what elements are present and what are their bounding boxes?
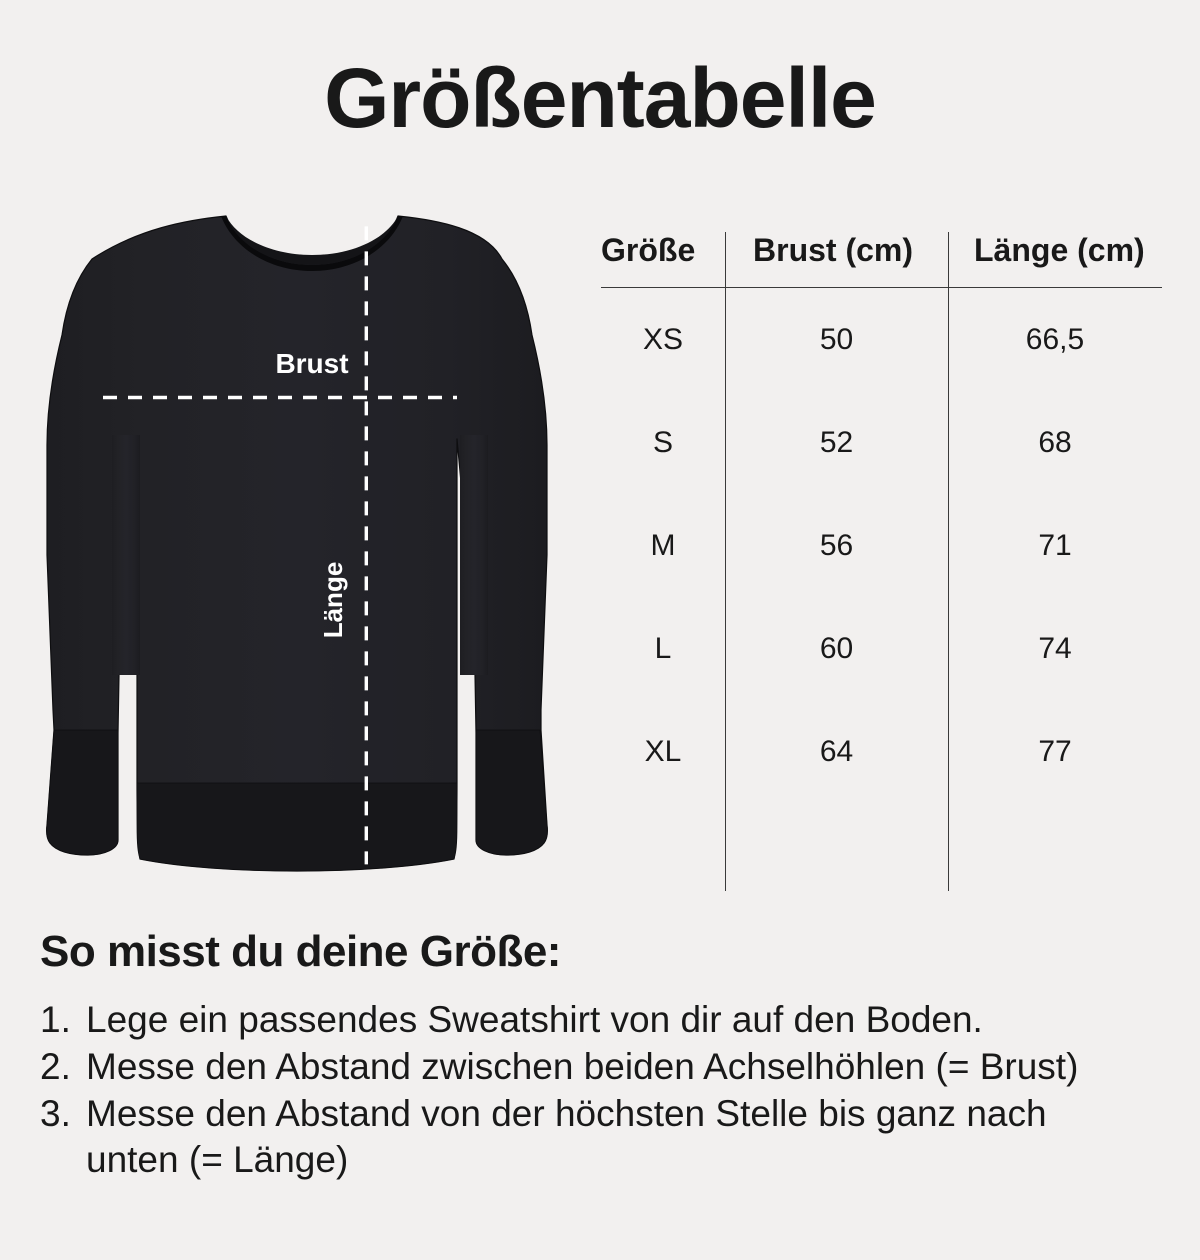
- svg-text:Brust: Brust: [275, 348, 348, 379]
- svg-text:Länge: Länge: [318, 562, 348, 639]
